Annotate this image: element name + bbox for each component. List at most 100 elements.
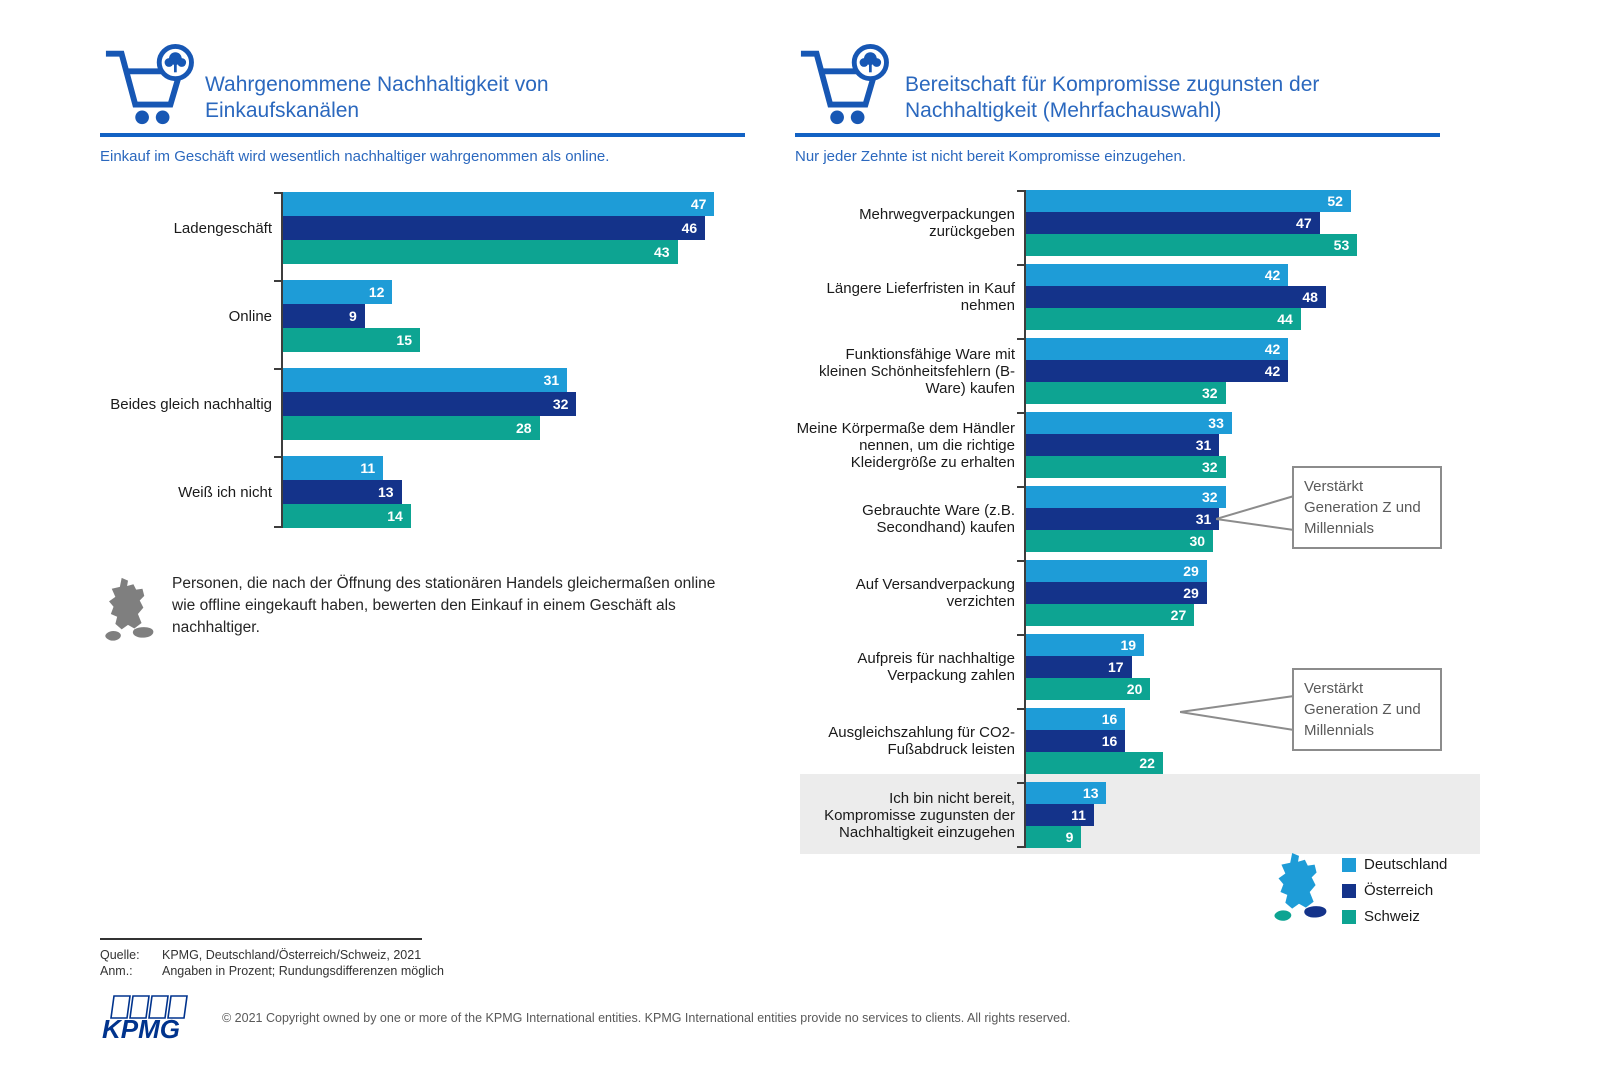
category-label: Online — [228, 307, 272, 325]
legend-swatch-oesterreich — [1342, 883, 1356, 898]
bar-value-label: 11 — [360, 460, 376, 476]
bar-value-label: 53 — [1333, 237, 1350, 253]
legend: Deutschland Österreich Schweiz — [1268, 852, 1447, 932]
bar-sterreich: 16 — [1025, 730, 1126, 752]
bar-value-label: 29 — [1183, 585, 1199, 601]
bar-value-label: 31 — [1195, 437, 1212, 453]
axis-tick — [1017, 634, 1025, 636]
bar-sterreich: 17 — [1025, 656, 1132, 678]
bar-schweiz: 20 — [1025, 678, 1151, 700]
bar-schweiz: 44 — [1025, 308, 1301, 330]
bar-sterreich: 32 — [282, 392, 577, 416]
anm-label: Anm.: — [100, 964, 133, 978]
kpmg-logo: KPMG — [100, 992, 200, 1051]
axis-tick — [1017, 486, 1025, 488]
axis-tick — [274, 280, 282, 282]
category-label: Mehrwegverpackungen zurückgeben — [859, 206, 1015, 240]
bar-deutschland: 16 — [1025, 708, 1126, 730]
bar-value-label: 9 — [349, 308, 357, 324]
category-label: Weiß ich nicht — [178, 483, 272, 501]
axis-tick — [274, 526, 282, 528]
bar-value-label: 13 — [378, 484, 394, 500]
category-label: Meine Körpermaße dem Händler nennen, um … — [796, 419, 1015, 471]
highlight-band — [800, 774, 1480, 854]
category-label: Längere Lieferfristen in Kauf nehmen — [826, 280, 1015, 314]
anm-value: Angaben in Prozent; Rundungsdifferenzen … — [162, 964, 444, 978]
bar-sterreich: 31 — [1025, 434, 1220, 456]
bar-schweiz: 14 — [282, 504, 411, 528]
bar-group: Mehrwegverpackungen zurückgeben 52 47 53 — [795, 190, 1445, 256]
kpmg-logo-text: KPMG — [102, 1014, 180, 1044]
bar-value-label: 20 — [1126, 681, 1143, 697]
category-label: Aufpreis für nachhaltige Verpackung zahl… — [857, 650, 1015, 684]
bar-deutschland: 12 — [282, 280, 393, 304]
bar-schweiz: 30 — [1025, 530, 1214, 552]
bar-group: Ladengeschäft 47 46 43 — [100, 192, 742, 264]
chart-perceived-sustainability: Ladengeschäft 47 46 43 Online 12 9 15 Beides gle… — [100, 192, 742, 528]
bar-deutschland: 42 — [1025, 264, 1289, 286]
bar-schweiz: 32 — [1025, 456, 1226, 478]
bar-deutschland: 33 — [1025, 412, 1232, 434]
left-header-rule — [100, 133, 745, 137]
bar-value-label: 29 — [1183, 563, 1199, 579]
callout-gen-z-2: Verstärkt Generation Z und Millennials — [1292, 668, 1442, 751]
axis-tick — [274, 368, 282, 370]
axis-tick — [1017, 782, 1025, 784]
bar-schweiz: 27 — [1025, 604, 1195, 626]
bar-deutschland: 32 — [1025, 486, 1226, 508]
bar-sterreich: 11 — [1025, 804, 1094, 826]
callout-leader-2 — [1180, 695, 1295, 731]
bar-value-label: 9 — [1065, 829, 1074, 845]
bar-schweiz: 22 — [1025, 752, 1163, 774]
bar-value-label: 31 — [543, 372, 560, 388]
bar-deutschland: 29 — [1025, 560, 1207, 582]
bar-value-label: 19 — [1120, 637, 1137, 653]
bar-sterreich: 42 — [1025, 360, 1289, 382]
bar-value-label: 42 — [1264, 267, 1281, 283]
chart-willingness-to-compromise: Mehrwegverpackungen zurückgeben 52 47 53 Län… — [795, 190, 1445, 848]
axis-tick — [1017, 264, 1025, 266]
right-header-rule — [795, 133, 1440, 137]
bar-value-label: 42 — [1264, 341, 1281, 357]
bar-group: Online 12 9 15 — [100, 280, 742, 352]
source-block: Quelle: KPMG, Deutschland/Österreich/Sch… — [100, 947, 444, 979]
category-label: Beides gleich nachhaltig — [110, 395, 272, 413]
cart-tree-icon — [793, 42, 891, 135]
bar-value-label: 32 — [1202, 489, 1218, 505]
bar-group: Beides gleich nachhaltig 31 32 28 — [100, 368, 742, 440]
legend-swatch-schweiz — [1342, 909, 1356, 924]
bar-value-label: 47 — [690, 196, 707, 212]
bar-value-label: 42 — [1264, 363, 1281, 379]
note-text: Personen, die nach der Öffnung des stati… — [172, 575, 716, 636]
left-chart-title: Wahrgenommene Nachhaltigkeit von Einkauf… — [205, 73, 549, 122]
axis-tick — [1017, 190, 1025, 192]
legend-item-deutschland: Deutschland — [1342, 856, 1447, 873]
bar-deutschland: 19 — [1025, 634, 1145, 656]
bar-value-label: 52 — [1327, 193, 1343, 209]
bar-value-label: 22 — [1139, 755, 1155, 771]
axis-tick — [274, 456, 282, 458]
bar-value-label: 27 — [1170, 607, 1187, 623]
axis-tick — [1017, 708, 1025, 710]
legend-item-schweiz: Schweiz — [1342, 908, 1447, 925]
axis-tick — [1017, 560, 1025, 562]
bar-value-label: 32 — [552, 396, 569, 412]
bar-value-label: 12 — [368, 284, 385, 300]
bar-value-label: 30 — [1189, 533, 1206, 549]
bar-group: Ausgleichszahlung für CO2-Fußabdruck lei… — [795, 708, 1445, 774]
category-label: Ausgleichszahlung für CO2-Fußabdruck lei… — [828, 724, 1015, 758]
bar-value-label: 14 — [387, 508, 403, 524]
source-rule — [100, 938, 422, 940]
dach-map-icon — [1274, 852, 1327, 921]
source-label: Quelle: — [100, 948, 140, 962]
y-axis-line — [1024, 190, 1026, 848]
bar-group: Auf Versandverpackung verzichten 29 29 27 — [795, 560, 1445, 626]
bar-group: Aufpreis für nachhaltige Verpackung zahl… — [795, 634, 1445, 700]
left-chart-subtitle: Einkauf im Geschäft wird wesentlich nach… — [100, 148, 610, 165]
bar-schweiz: 32 — [1025, 382, 1226, 404]
bar-schweiz: 43 — [282, 240, 678, 264]
category-label: Ich bin nicht bereit, Kompromisse zuguns… — [824, 789, 1015, 841]
category-label: Gebrauchte Ware (z.B. Secondhand) kaufen — [862, 502, 1015, 536]
cart-tree-icon — [98, 42, 196, 135]
bar-value-label: 32 — [1202, 459, 1218, 475]
